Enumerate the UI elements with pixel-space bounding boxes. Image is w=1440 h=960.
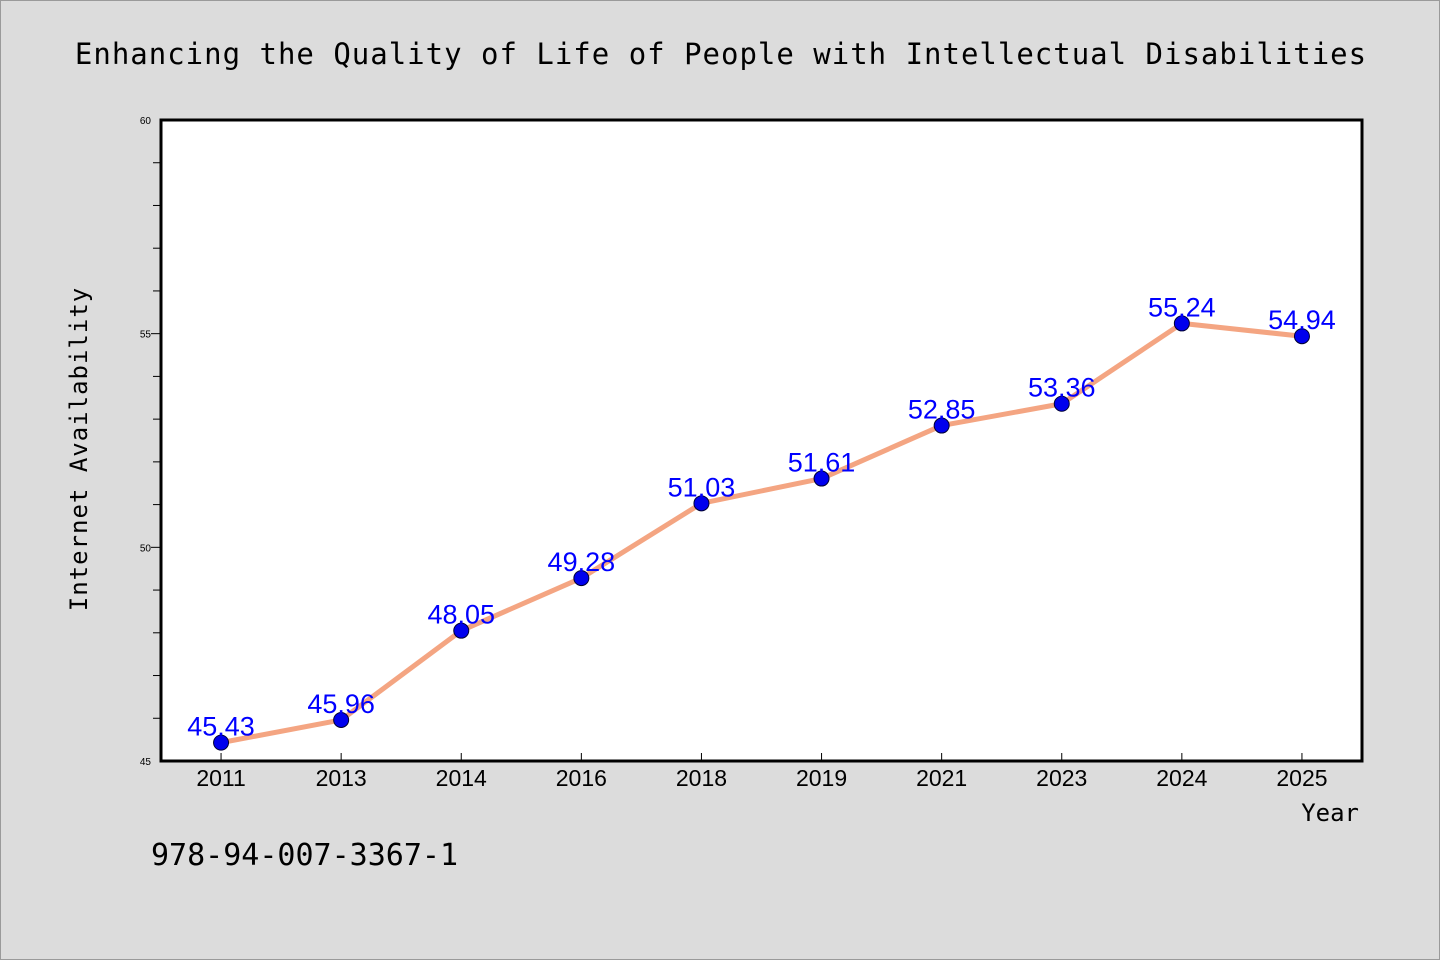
- isbn-annotation: 978-94-007-3367-1: [151, 838, 458, 873]
- data-label: 55.24: [1148, 292, 1216, 322]
- y-tick-label: 50: [140, 543, 152, 554]
- data-point: [813, 470, 830, 487]
- data-point: [933, 417, 950, 434]
- y-tick-label: 45: [140, 757, 152, 768]
- x-tick-label: 2011: [196, 765, 245, 791]
- data-label: 49.28: [548, 547, 616, 577]
- y-tick-label: 55: [140, 330, 152, 341]
- series-1: 45.43 45.96 48.05 49.28 51.03 51.61 52.85 53.36…: [187, 292, 1336, 751]
- x-tick-label: 2023: [1036, 765, 1087, 791]
- x-tick-label: 2025: [1276, 765, 1327, 791]
- x-tick-label: 2019: [796, 765, 847, 791]
- y-tick-label: 60: [140, 116, 152, 127]
- data-point: [693, 495, 710, 512]
- plot-area: [159, 118, 1364, 763]
- data-label: 53.36: [1028, 373, 1096, 403]
- data-label: 54.94: [1268, 305, 1336, 335]
- data-label: 51.61: [788, 448, 856, 478]
- x-tick-label: 2024: [1156, 765, 1207, 791]
- y-axis-label: Internet Availability: [65, 287, 93, 611]
- x-tick-label: 2016: [556, 765, 607, 791]
- data-label: 51.03: [668, 472, 736, 502]
- chart-title: Enhancing the Quality of Life of People …: [75, 37, 1367, 71]
- x-tick-label: 2018: [676, 765, 727, 791]
- y-axis: 45 50 55 60: [140, 116, 161, 768]
- data-point: [453, 622, 470, 639]
- x-axis: 2011 2013 2014 2016 2018 2019 2021 2023 2024 2025: [196, 753, 1328, 791]
- data-point: [1053, 395, 1070, 412]
- data-label: 52.85: [908, 395, 976, 425]
- x-tick-label: 2021: [916, 765, 967, 791]
- series-line: [218, 320, 1305, 746]
- data-point: [573, 570, 590, 587]
- data-point: [213, 734, 230, 751]
- data-label: 48.05: [427, 600, 495, 630]
- data-point: [333, 711, 350, 728]
- x-tick-label: 2013: [316, 765, 367, 791]
- data-point: [1173, 315, 1190, 332]
- data-label: 45.96: [307, 689, 375, 719]
- x-tick-label: 2014: [436, 765, 487, 791]
- data-label: 45.43: [187, 712, 255, 742]
- x-axis-label: Year: [1301, 799, 1359, 827]
- data-point: [1293, 328, 1310, 345]
